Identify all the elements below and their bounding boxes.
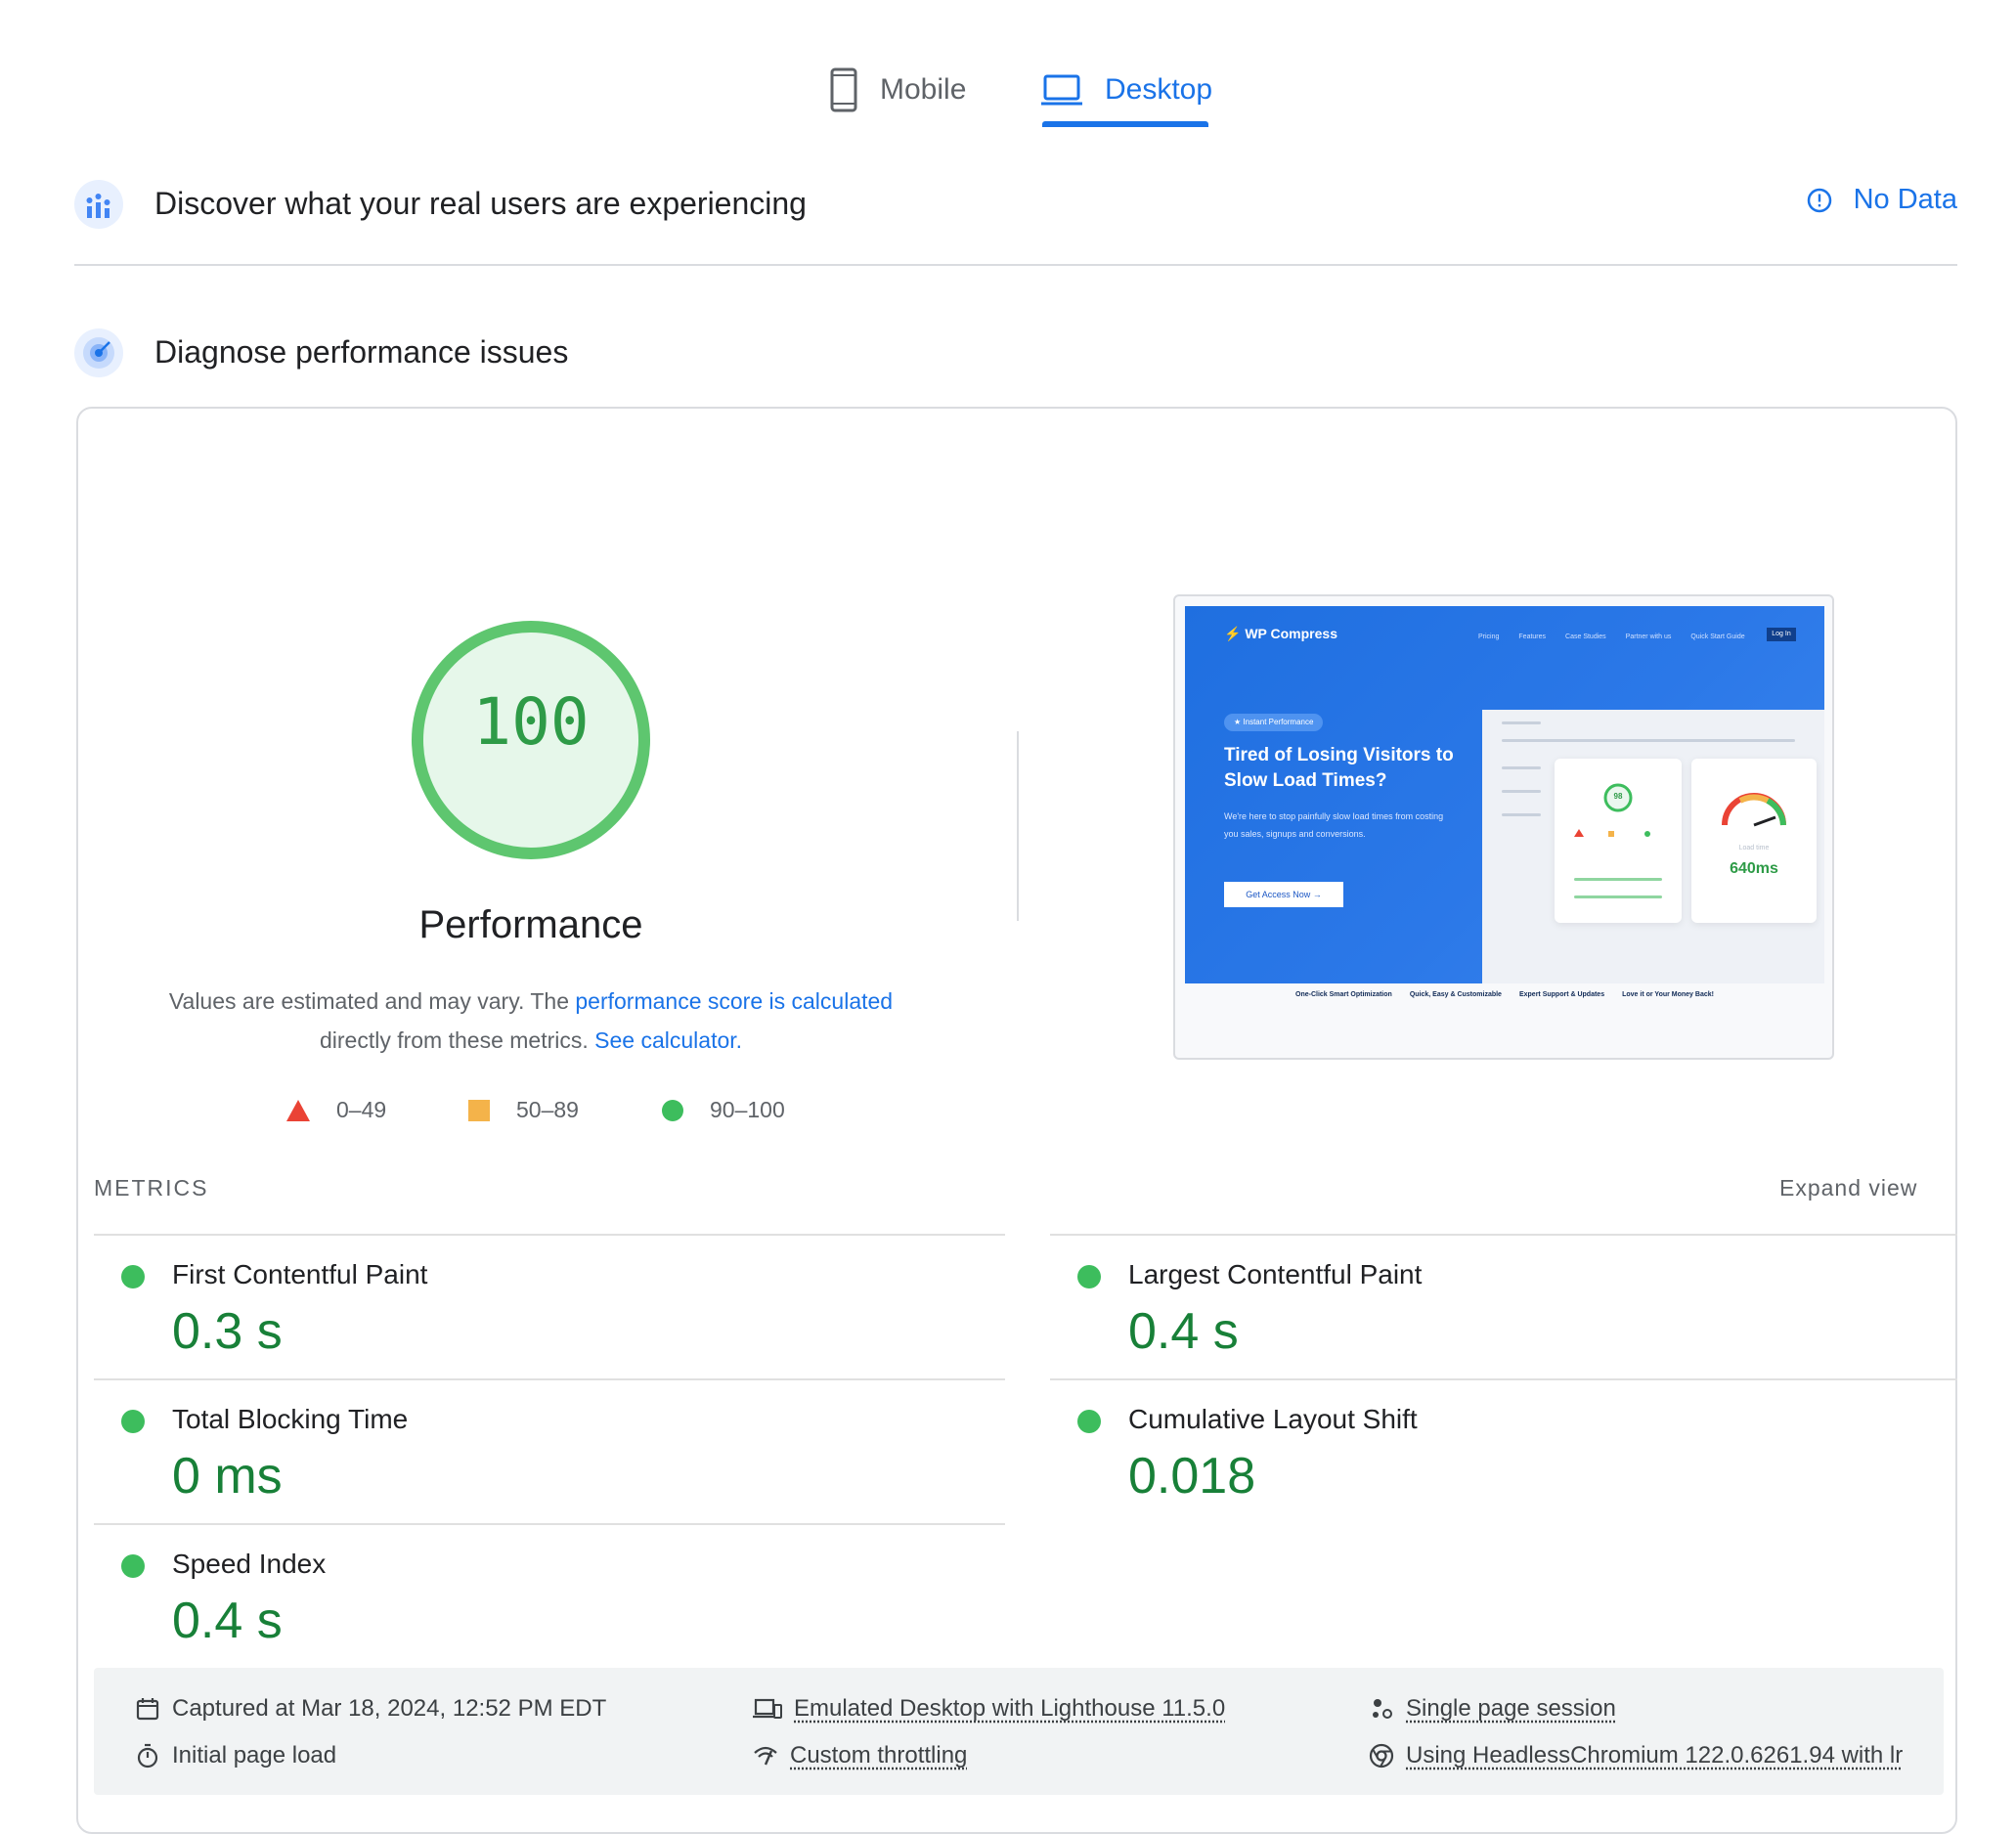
metric-fcp-name: First Contentful Paint [172, 1259, 428, 1289]
metric-lcp-name: Largest Contentful Paint [1128, 1259, 1423, 1289]
stopwatch-icon [137, 1743, 158, 1768]
thumbnail-login: Log In [1767, 628, 1796, 641]
custom-throttling-label: Custom throttling [790, 1742, 968, 1768]
thumbnail-mini-score: 98 [1613, 792, 1623, 801]
thumbnail-features: One-Click Smart Optimization Quick, Easy … [1295, 991, 1714, 998]
metric-good-dot [1077, 1410, 1101, 1433]
diagnose-title: Diagnose performance issues [154, 334, 569, 370]
run-info-panel: Captured at Mar 18, 2024, 12:52 PM EDT I… [94, 1668, 1944, 1795]
vertical-separator [1017, 731, 1019, 921]
info-circle-icon [1807, 188, 1831, 212]
browser-version[interactable]: Using HeadlessChromium 122.0.6261.94 wit… [1369, 1742, 1903, 1769]
legend-average: 50–89 [467, 1097, 579, 1123]
field-data-title: Discover what your real users are experi… [154, 186, 807, 221]
captured-at: Captured at Mar 18, 2024, 12:52 PM EDT [135, 1695, 606, 1723]
no-data-status[interactable]: No Data [1807, 184, 1957, 216]
metric-lcp-value: 0.4 s [1128, 1303, 1239, 1360]
green-circle-icon [662, 1099, 683, 1121]
metric-cls-name: Cumulative Layout Shift [1128, 1404, 1418, 1434]
metrics-divider [94, 1234, 1005, 1236]
metrics-divider [1050, 1378, 1957, 1380]
laptop-icon [1041, 74, 1082, 106]
metric-cls-value: 0.018 [1128, 1448, 1256, 1505]
tab-desktop[interactable]: Desktop [1040, 55, 1212, 125]
metric-good-dot [121, 1410, 145, 1433]
active-tab-indicator [1042, 121, 1208, 127]
thumbnail-hero: ⚡ WP Compress Pricing Features Case Studie… [1185, 606, 1824, 983]
performance-description: Values are estimated and may vary. The p… [137, 982, 925, 1060]
custom-throttling[interactable]: Custom throttling [753, 1742, 967, 1769]
thumbnail-badge: ★ Instant Performance [1224, 714, 1324, 731]
tab-mobile-label: Mobile [880, 73, 967, 106]
mobile-phone-icon [830, 67, 857, 112]
red-triangle-icon [286, 1099, 310, 1121]
emulated-desktop-label: Emulated Desktop with Lighthouse 11.5.0 [794, 1695, 1226, 1722]
devices-icon [753, 1698, 782, 1719]
metric-si-value: 0.4 s [172, 1593, 283, 1649]
metric-good-dot [1077, 1265, 1101, 1288]
captured-at-label: Captured at Mar 18, 2024, 12:52 PM EDT [172, 1695, 607, 1722]
metric-fcp-value: 0.3 s [172, 1303, 283, 1360]
tab-mobile[interactable]: Mobile [829, 55, 966, 125]
section-divider [74, 264, 1957, 266]
thumbnail-score-card: 98 [1555, 759, 1682, 923]
desc-text-2: directly from these metrics. [319, 1027, 595, 1053]
metric-tbt-value: 0 ms [172, 1448, 283, 1505]
tab-desktop-label: Desktop [1105, 73, 1213, 106]
thumbnail-nav: Pricing Features Case Studies Partner with … [1478, 633, 1745, 640]
single-page-session[interactable]: Single page session [1369, 1695, 1616, 1723]
metric-good-dot [121, 1554, 145, 1578]
initial-page-load-label: Initial page load [172, 1742, 337, 1768]
thumbnail-load-value: 640ms [1730, 860, 1778, 877]
orange-square-icon [468, 1099, 490, 1121]
score-calculated-link[interactable]: performance score is calculated [575, 988, 894, 1014]
thumbnail-cta: Get Access Now → [1224, 882, 1343, 907]
emulated-desktop[interactable]: Emulated Desktop with Lighthouse 11.5.0 [753, 1695, 1225, 1723]
single-page-session-label: Single page session [1406, 1695, 1616, 1722]
radar-icon [74, 328, 123, 377]
thumbnail-app-mockup: 98 Load time 640ms [1482, 710, 1824, 983]
thumbnail-headline: Tired of Losing Visitors to Slow Load Ti… [1224, 745, 1454, 791]
initial-page-load: Initial page load [135, 1742, 336, 1769]
metrics-heading: METRICS [94, 1175, 209, 1201]
chrome-icon [1369, 1743, 1394, 1768]
legend-good: 90–100 [661, 1097, 785, 1123]
session-icon [1373, 1699, 1392, 1719]
expand-view-button[interactable]: Expand view [1779, 1175, 1918, 1201]
legend-good-label: 90–100 [710, 1097, 785, 1122]
desc-text-1: Values are estimated and may vary. The [168, 988, 576, 1014]
metrics-divider [1050, 1234, 1957, 1236]
performance-title: Performance [418, 903, 643, 946]
metric-good-dot [121, 1265, 145, 1288]
no-data-label: No Data [1853, 184, 1957, 215]
see-calculator-link[interactable]: See calculator. [594, 1027, 743, 1053]
signal-icon [754, 1746, 777, 1766]
metrics-divider [94, 1523, 1005, 1525]
metrics-divider [94, 1378, 1005, 1380]
metric-tbt-name: Total Blocking Time [172, 1404, 409, 1434]
legend-poor: 0–49 [285, 1097, 386, 1123]
performance-score-gauge [412, 621, 650, 859]
browser-version-label: Using HeadlessChromium 122.0.6261.94 wit… [1406, 1742, 1904, 1768]
performance-score: 100 [472, 684, 590, 760]
thumbnail-body: We're here to stop painfully slow load t… [1224, 811, 1444, 839]
legend-average-label: 50–89 [516, 1097, 579, 1122]
thumbnail-brand: ⚡ WP Compress [1224, 626, 1337, 641]
calendar-icon [136, 1698, 159, 1721]
thumbnail-load-label: Load time [1738, 845, 1770, 852]
thumbnail-load-card: Load time 640ms [1691, 759, 1817, 923]
page-screenshot-thumbnail[interactable]: ⚡ WP Compress Pricing Features Case Studie… [1173, 594, 1834, 1060]
users-chart-icon [74, 180, 123, 229]
metric-si-name: Speed Index [172, 1549, 327, 1579]
legend-poor-label: 0–49 [336, 1097, 387, 1122]
